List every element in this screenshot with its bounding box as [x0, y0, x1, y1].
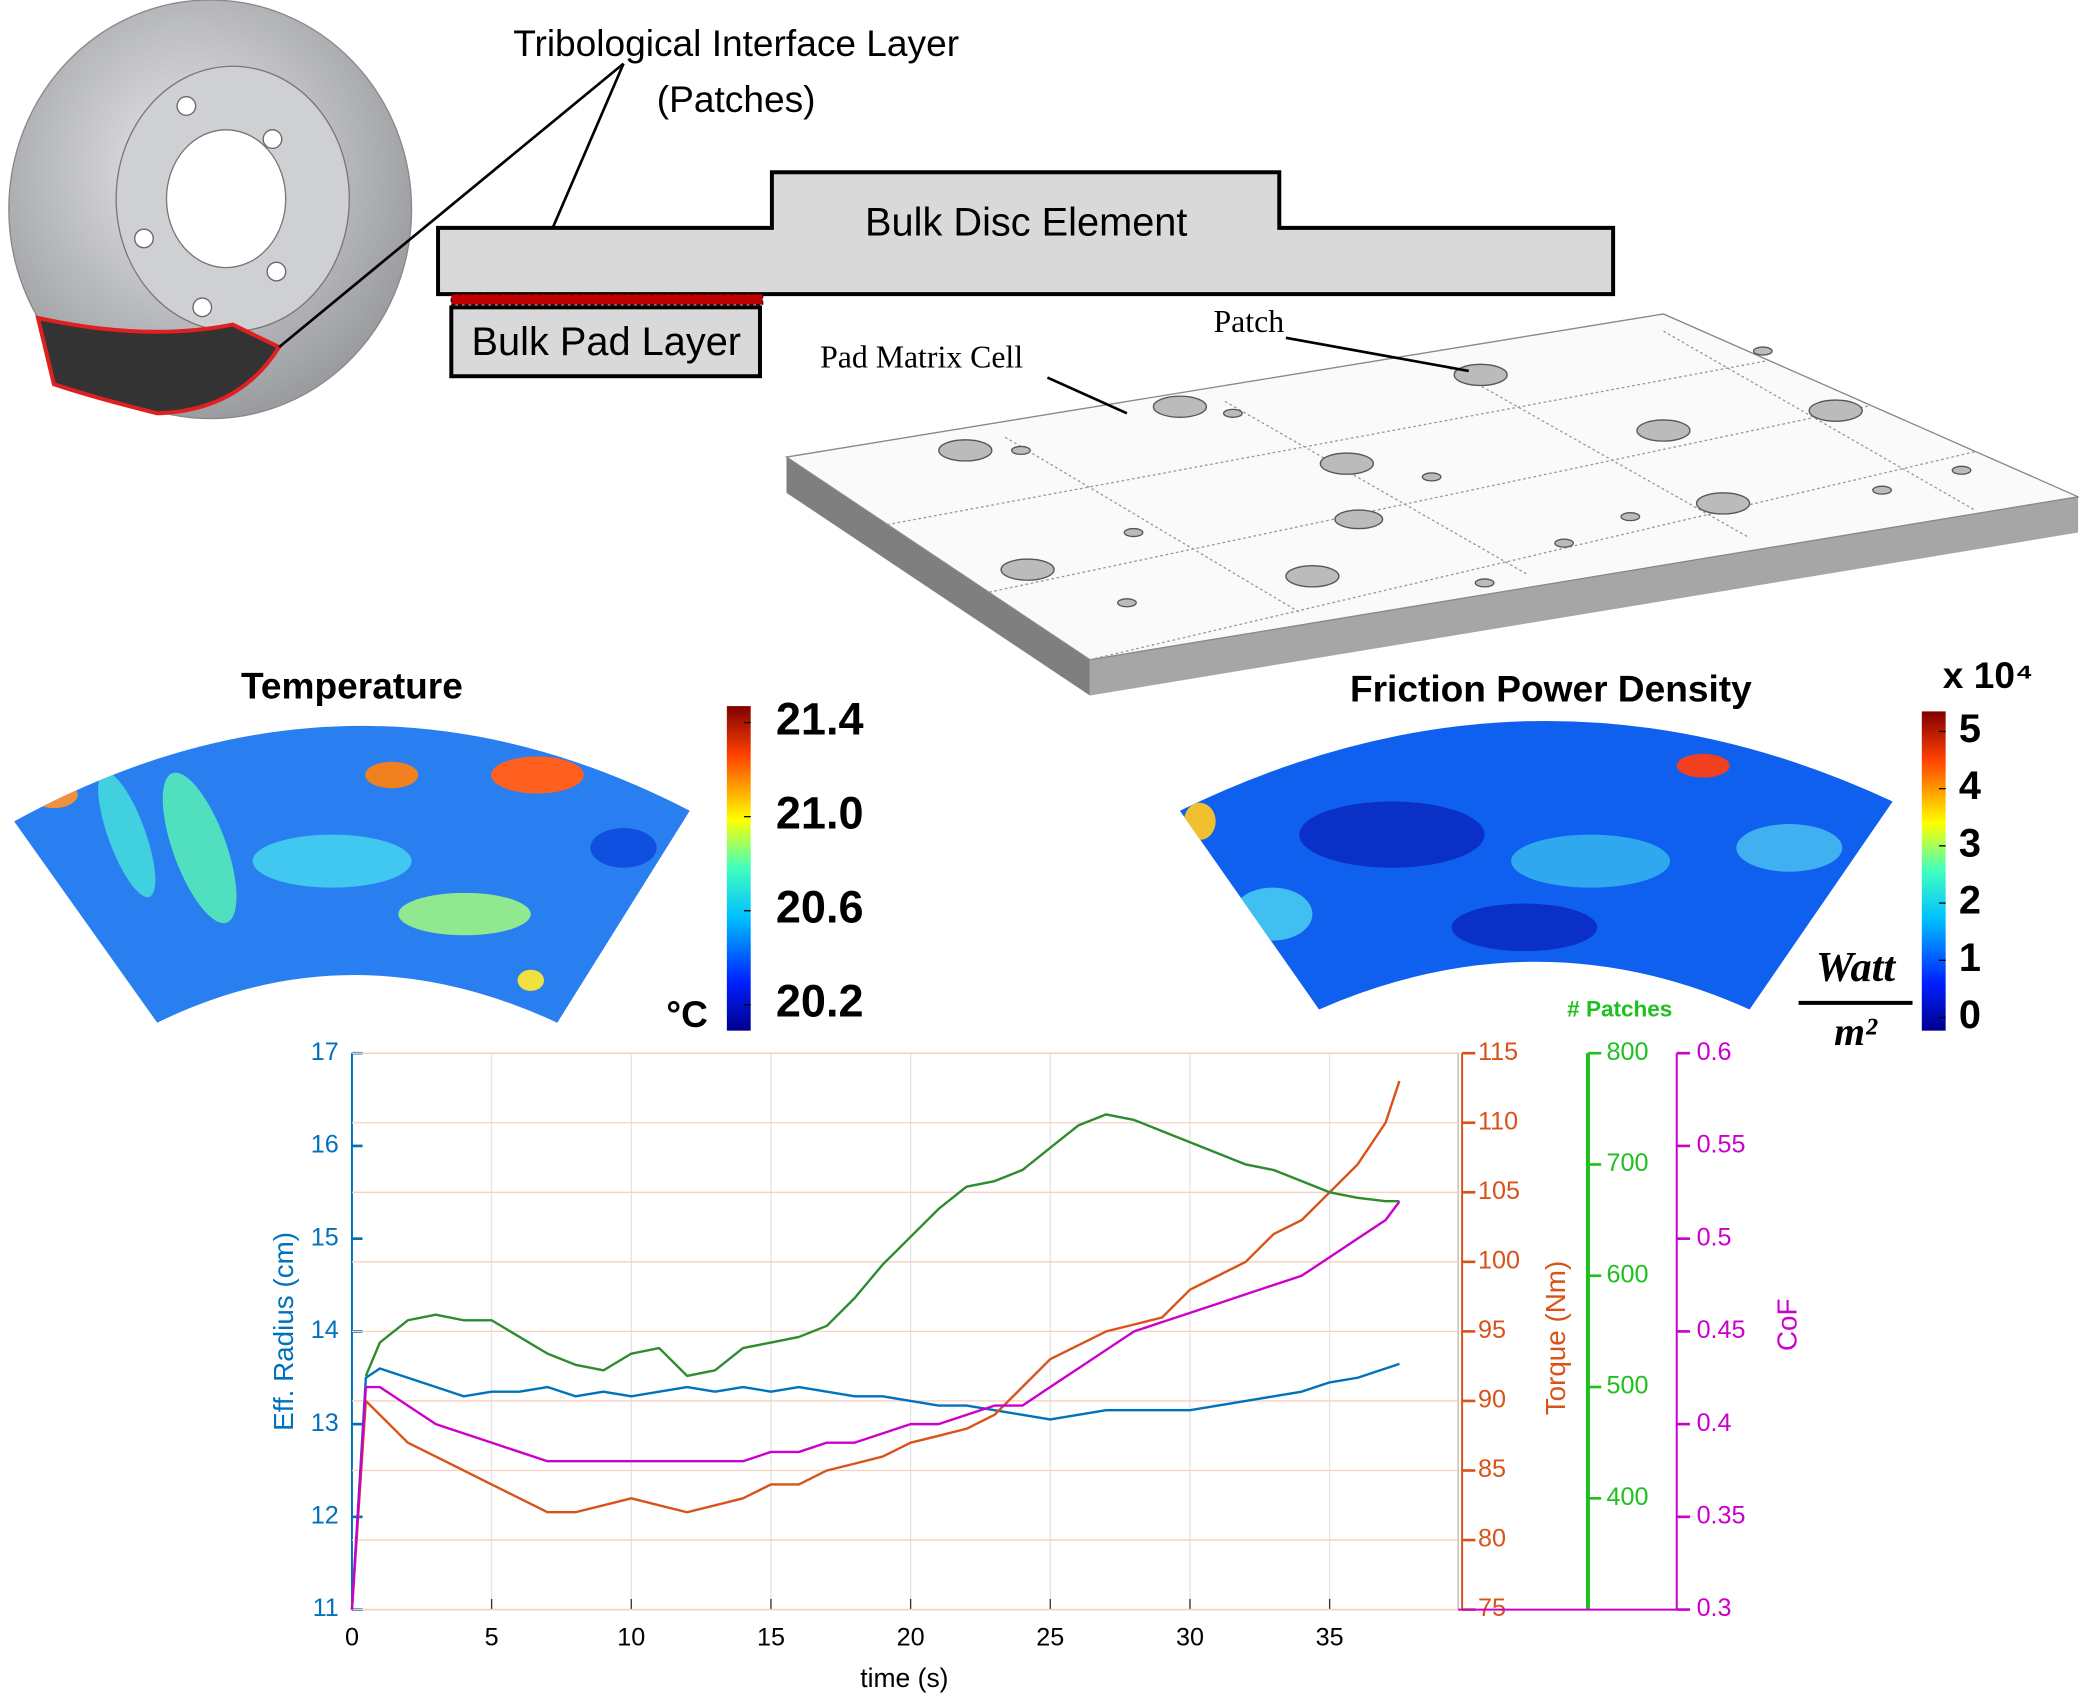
y-axis-label: # Patches: [1567, 997, 1672, 1022]
colorbar-tick-label: 21.0: [776, 788, 864, 839]
cell-grid: [887, 330, 1976, 661]
colorbar-tick-label: 21.4: [776, 693, 864, 744]
y-tick-label: 95: [1478, 1316, 1506, 1344]
leader-line: [1046, 376, 1128, 415]
interface-label: Tribological Interface Layer: [513, 22, 959, 64]
colorbar-multiplier: x 10⁴: [1943, 654, 2034, 696]
bolt-hole: [192, 297, 213, 318]
y-tick-label: 700: [1607, 1149, 1649, 1177]
slab-front: [1089, 496, 2079, 696]
bolt-hole: [262, 129, 283, 150]
series-line: [350, 1362, 1400, 1610]
y-tick-label: 115: [1478, 1038, 1518, 1066]
colorbar-tick-label: 20.2: [776, 976, 864, 1027]
interface-sublabel: (Patches): [657, 78, 816, 120]
y-tick-label: 80: [1478, 1525, 1506, 1553]
y-tick-label: 17: [311, 1038, 339, 1066]
y-tick-label: 105: [1478, 1177, 1520, 1205]
colorbar: [1921, 711, 1946, 1031]
leader-line: [278, 62, 625, 349]
y-tick-label: 110: [1478, 1107, 1518, 1135]
colorbar-tick-label: 2: [1959, 879, 1981, 923]
slab-side: [786, 457, 1090, 696]
y-tick-label: 90: [1478, 1386, 1506, 1414]
x-tick-label: 10: [617, 1623, 645, 1651]
colorbar-tick-label: 20.6: [776, 882, 864, 933]
y-tick-label: 16: [311, 1131, 339, 1159]
y-tick-label: 11: [313, 1594, 339, 1622]
y-tick-label: 0.35: [1697, 1502, 1746, 1530]
y-tick-label: 0.55: [1697, 1131, 1746, 1159]
y-tick-label: 0.6: [1697, 1038, 1732, 1066]
y-tick-label: 13: [311, 1409, 339, 1437]
y-axis-label: Torque (Nm): [1540, 1261, 1571, 1416]
colorbar-tick-label: 4: [1959, 764, 1981, 808]
y-tick-label: 12: [311, 1502, 339, 1530]
y-tick-label: 100: [1478, 1246, 1520, 1274]
y-tick-label: 600: [1607, 1260, 1649, 1288]
pad-matrix: Patch Pad Matrix Cell: [784, 304, 2079, 696]
series-line: [350, 1080, 1401, 1610]
interface-layer: [450, 293, 764, 306]
hub-hole: [165, 129, 287, 269]
bolt-hole: [176, 96, 197, 116]
series-line: [350, 1200, 1401, 1610]
y-tick-label: 0.3: [1697, 1594, 1732, 1622]
y-tick-label: 400: [1607, 1483, 1649, 1511]
y-tick-label: 75: [1478, 1594, 1506, 1622]
heatmap-title: Temperature: [241, 665, 463, 707]
temperature-field: [14, 725, 690, 1023]
x-tick-label: 30: [1176, 1623, 1204, 1651]
x-tick-label: 35: [1316, 1623, 1344, 1651]
y-axis-label: CoF: [1772, 1298, 1803, 1351]
colorbar-tick-label: 1: [1959, 936, 1981, 980]
friction-field: [1179, 720, 1893, 1010]
leader-line: [1285, 336, 1469, 373]
colorbar-tick-label: 3: [1959, 821, 1981, 865]
x-axis-label: time (s): [860, 1663, 948, 1693]
pad-segment: [35, 315, 282, 416]
bolt-hole: [134, 228, 154, 249]
y-axis-label: Eff. Radius (cm): [268, 1232, 299, 1431]
x-tick-label: 20: [897, 1623, 925, 1651]
patch-label: Patch: [1214, 304, 1285, 339]
unit-numerator: Watt: [1816, 944, 1896, 991]
disc-label: Bulk Disc Element: [865, 201, 1187, 245]
pad-label: Bulk Pad Layer: [472, 320, 741, 364]
y-tick-label: 15: [311, 1223, 339, 1251]
colorbar: [726, 706, 751, 1031]
unit-denominator: m²: [1834, 1010, 1878, 1054]
disc-element: [436, 170, 1616, 297]
x-tick-label: 15: [757, 1623, 785, 1651]
disc-illustration: [8, 0, 413, 420]
y-tick-label: 500: [1607, 1372, 1649, 1400]
colorbar-tick-label: 5: [1959, 707, 1981, 751]
x-tick-label: 0: [345, 1623, 359, 1651]
colorbar-tick-label: 0: [1959, 993, 1981, 1037]
y-tick-label: 800: [1607, 1038, 1649, 1066]
series-line: [364, 1113, 1400, 1378]
colorbar-unit: °C: [666, 993, 708, 1035]
x-tick-label: 25: [1036, 1623, 1064, 1651]
layer-diagram: Tribological Interface Layer (Patches) B…: [278, 22, 1616, 379]
x-tick-label: 5: [485, 1623, 499, 1651]
y-tick-label: 0.4: [1697, 1409, 1732, 1437]
y-tick-label: 14: [311, 1316, 339, 1344]
slab-top: [784, 313, 2079, 661]
cell-label: Pad Matrix Cell: [820, 340, 1023, 375]
y-tick-label: 85: [1478, 1455, 1506, 1483]
y-tick-label: 0.5: [1697, 1223, 1732, 1251]
bolt-hole: [266, 261, 287, 282]
y-tick-label: 0.45: [1697, 1316, 1746, 1344]
heatmap-title: Friction Power Density: [1350, 667, 1752, 709]
pad-layer: [449, 305, 762, 379]
line-chart: 0 5 10 15 20 25 30 35 time (s) 11 12 13 14 15 16 17 Eff.…: [268, 997, 1803, 1693]
